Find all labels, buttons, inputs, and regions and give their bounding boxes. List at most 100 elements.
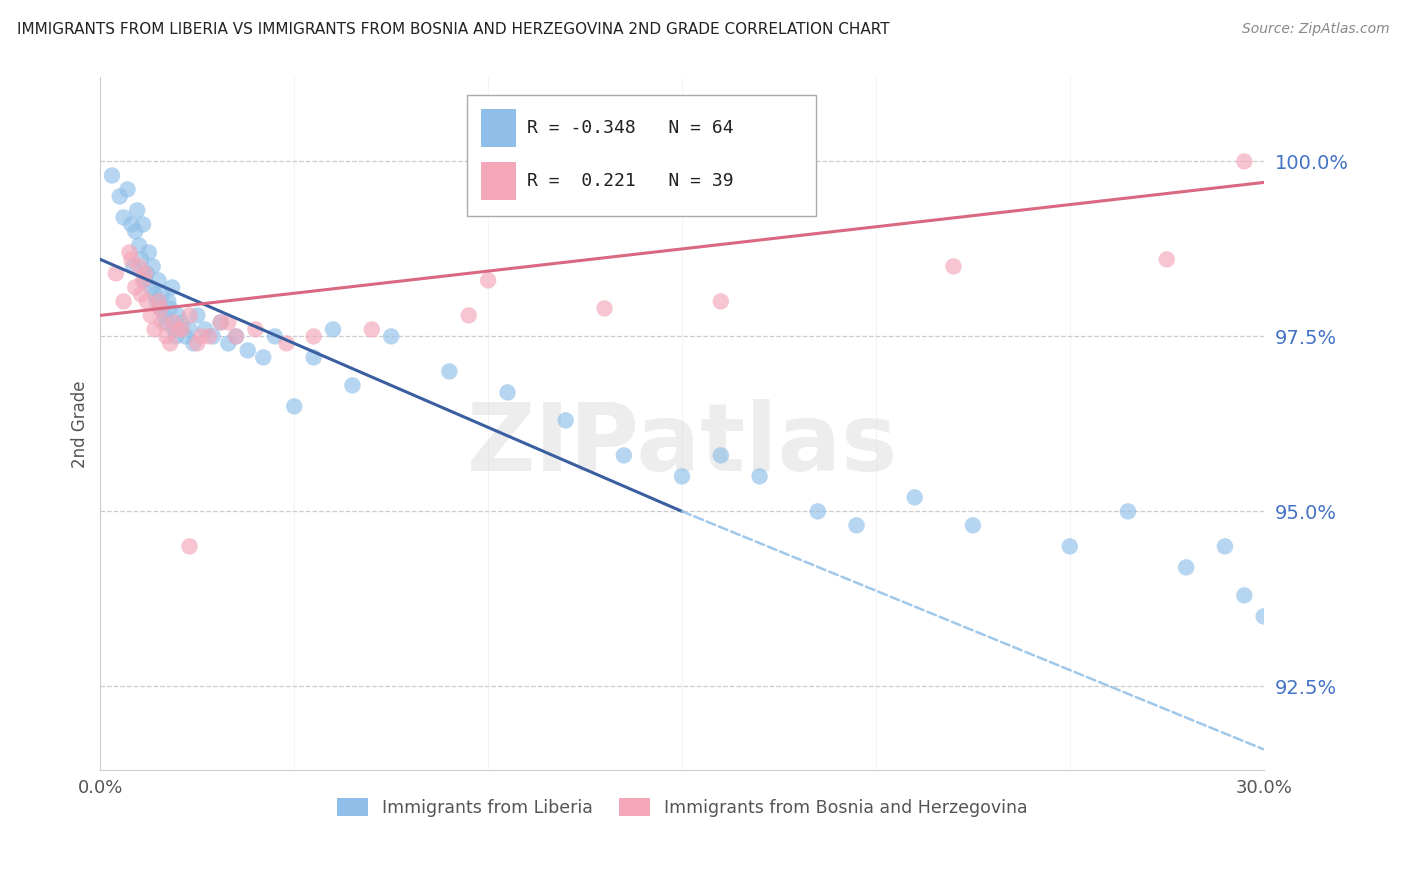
Bar [481, 109, 516, 147]
Point [1059, 540, 1081, 554]
Point [142, 260, 165, 274]
Point [167, 309, 190, 323]
Point [155, 329, 177, 343]
Point [135, 294, 157, 309]
Point [145, 294, 167, 309]
Text: IMMIGRANTS FROM LIBERIA VS IMMIGRANTS FROM BOSNIA AND HERZEGOVINA 2ND GRADE CORR: IMMIGRANTS FROM LIBERIA VS IMMIGRANTS FR… [17, 22, 890, 37]
Point [124, 280, 146, 294]
Point [138, 245, 160, 260]
Point [190, 329, 212, 343]
Bar [481, 162, 516, 201]
Point [160, 280, 183, 294]
Point [122, 260, 145, 274]
Point [186, 336, 208, 351]
Point [170, 315, 193, 329]
Point [496, 385, 519, 400]
Point [163, 322, 186, 336]
Point [263, 329, 285, 343]
Point [1156, 252, 1178, 267]
Point [217, 336, 239, 351]
Text: R =  0.221   N = 39: R = 0.221 N = 39 [527, 172, 734, 190]
Point [120, 218, 142, 232]
Point [276, 336, 298, 351]
Point [155, 315, 177, 329]
Point [186, 309, 208, 323]
Point [245, 322, 267, 336]
Point [201, 329, 224, 343]
Point [179, 309, 201, 323]
Point [593, 301, 616, 316]
Point [671, 469, 693, 483]
Point [101, 169, 124, 183]
Point [1233, 588, 1256, 602]
Point [1233, 154, 1256, 169]
Point [477, 273, 499, 287]
Point [108, 189, 131, 203]
Point [283, 400, 305, 414]
Point [174, 329, 197, 343]
Point [748, 469, 770, 483]
Point [439, 364, 461, 378]
Point [143, 322, 166, 336]
Point [613, 449, 636, 463]
Legend: Immigrants from Liberia, Immigrants from Bosnia and Herzegovina: Immigrants from Liberia, Immigrants from… [329, 791, 1035, 824]
Point [236, 343, 259, 358]
Point [127, 203, 149, 218]
Point [904, 491, 927, 505]
Point [135, 267, 157, 281]
Point [129, 287, 152, 301]
Point [134, 267, 156, 281]
Y-axis label: 2nd Grade: 2nd Grade [72, 380, 89, 467]
Point [179, 322, 201, 336]
Point [132, 273, 155, 287]
Point [143, 287, 166, 301]
Point [209, 315, 232, 329]
Point [225, 329, 247, 343]
Point [139, 280, 162, 294]
Point [962, 518, 984, 533]
Point [302, 351, 325, 365]
Text: Source: ZipAtlas.com: Source: ZipAtlas.com [1241, 22, 1389, 37]
Point [157, 294, 180, 309]
Point [118, 245, 141, 260]
Point [194, 322, 217, 336]
Point [183, 336, 205, 351]
Point [710, 449, 733, 463]
Point [710, 294, 733, 309]
Point [170, 322, 193, 336]
Point [128, 260, 150, 274]
Point [129, 252, 152, 267]
Point [380, 329, 402, 343]
Point [342, 378, 364, 392]
FancyBboxPatch shape [467, 95, 815, 216]
Point [120, 252, 142, 267]
Point [163, 315, 186, 329]
Point [139, 309, 162, 323]
Point [554, 413, 576, 427]
Point [165, 329, 187, 343]
Point [128, 238, 150, 252]
Point [217, 315, 239, 329]
Point [1175, 560, 1198, 574]
Point [845, 518, 868, 533]
Point [112, 211, 135, 225]
Point [807, 504, 830, 518]
Point [124, 224, 146, 238]
Text: R = -0.348   N = 64: R = -0.348 N = 64 [527, 119, 734, 137]
Point [153, 309, 176, 323]
Point [148, 273, 170, 287]
Point [132, 218, 155, 232]
Point [302, 329, 325, 343]
Point [148, 294, 170, 309]
Point [252, 351, 274, 365]
Point [1213, 540, 1236, 554]
Point [942, 260, 965, 274]
Point [134, 273, 156, 287]
Point [112, 294, 135, 309]
Point [159, 336, 181, 351]
Point [1253, 609, 1275, 624]
Point [209, 315, 232, 329]
Point [360, 322, 382, 336]
Point [149, 301, 172, 316]
Point [322, 322, 344, 336]
